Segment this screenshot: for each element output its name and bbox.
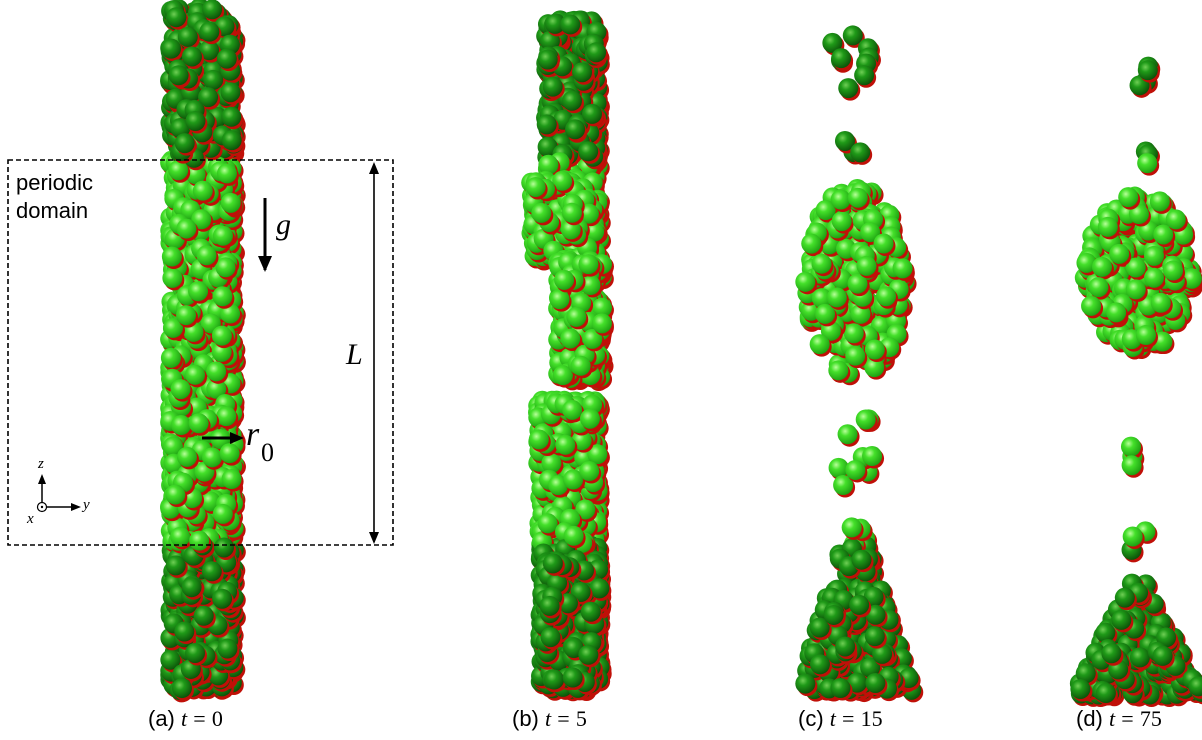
particle (194, 606, 214, 626)
particle (560, 14, 580, 34)
particle (221, 107, 241, 127)
particle (543, 77, 563, 97)
particle (206, 361, 226, 381)
particle (202, 561, 222, 581)
particle (213, 226, 233, 246)
particle (185, 111, 205, 131)
particle (221, 193, 241, 213)
particle (217, 49, 237, 69)
particle (531, 203, 551, 223)
particle (177, 447, 197, 467)
particle (188, 281, 208, 301)
particle (220, 443, 240, 463)
panel-a-particles (160, 0, 246, 702)
particle (172, 678, 192, 698)
particle (217, 639, 237, 659)
particle (182, 46, 202, 66)
particle (171, 379, 191, 399)
particle (169, 65, 189, 85)
particle (216, 406, 236, 426)
particle (178, 27, 198, 47)
particle (176, 219, 196, 239)
particle (185, 643, 205, 663)
particle (212, 286, 232, 306)
particle (582, 104, 602, 124)
particle (586, 42, 606, 62)
particle (185, 365, 205, 385)
particle (565, 119, 585, 139)
particle (189, 413, 209, 433)
particle (161, 39, 181, 59)
panel-b-particles (521, 10, 614, 701)
particle (222, 469, 242, 489)
particle (217, 163, 237, 183)
particle (538, 50, 558, 70)
particle (170, 527, 190, 547)
particle (203, 70, 223, 90)
particle (162, 247, 182, 267)
particle (212, 326, 232, 346)
particle (216, 257, 236, 277)
particle (171, 415, 191, 435)
particle (175, 133, 195, 153)
particle (166, 7, 186, 27)
particle (176, 305, 196, 325)
particle (202, 447, 222, 467)
particle (189, 531, 209, 551)
particle (214, 537, 234, 557)
particle (182, 577, 202, 597)
particle (202, 0, 222, 19)
particle (162, 268, 182, 288)
particle (174, 622, 194, 642)
particle (562, 203, 582, 223)
particle (537, 114, 557, 134)
particle (222, 130, 242, 150)
particle (572, 62, 592, 82)
particle (578, 141, 598, 161)
particle (220, 82, 240, 102)
particle (193, 181, 213, 201)
particle (212, 589, 232, 609)
particle (165, 485, 185, 505)
particle (562, 91, 582, 111)
particle (196, 245, 216, 265)
particle (213, 504, 233, 524)
particle (161, 348, 181, 368)
particle (526, 177, 546, 197)
particle (199, 22, 219, 42)
